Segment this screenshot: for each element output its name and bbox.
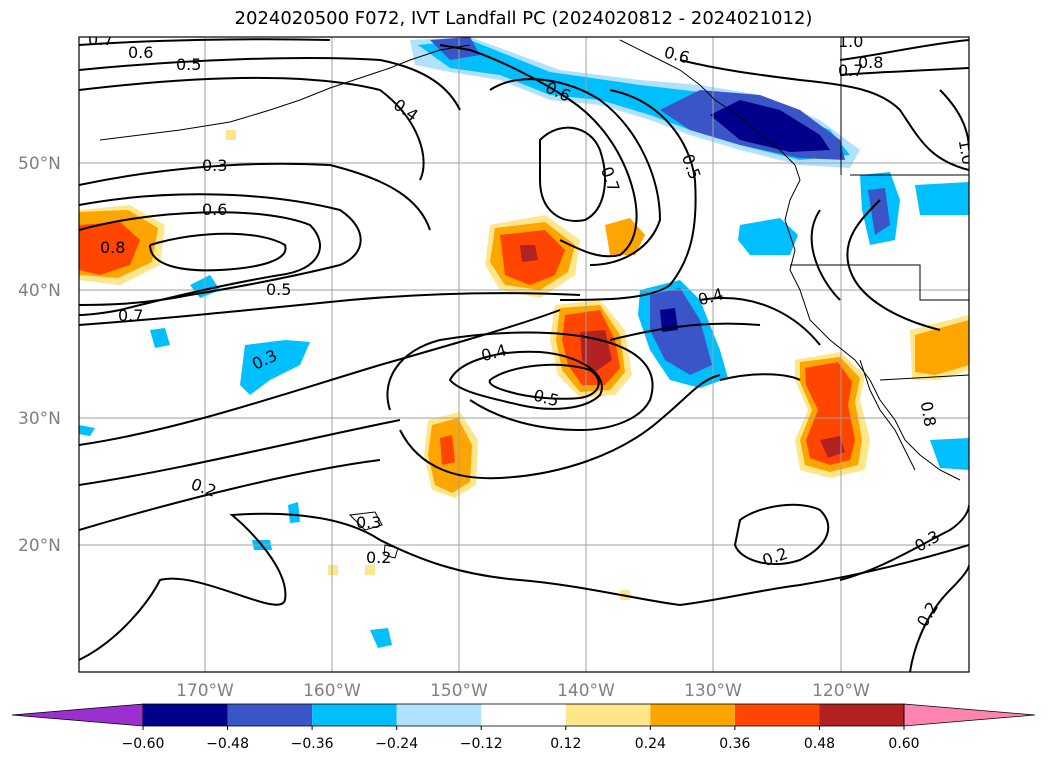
- lon-label: 130°W: [684, 681, 742, 701]
- colorbar: −0.60 −0.48 −0.36 −0.24 −0.12 0.12 0.24 0.36 0.4…: [11, 703, 1036, 752]
- colorbar-tick-label: −0.36: [291, 736, 334, 752]
- colorbar-tick-label: 0.36: [719, 736, 750, 752]
- colorbar-frame: [142, 703, 905, 727]
- colorbar-tick-label: 0.24: [635, 736, 666, 752]
- lon-label: 120°W: [812, 681, 870, 701]
- colorbar-segment: [396, 704, 482, 726]
- contour-label: 0.8: [858, 53, 883, 72]
- colorbar-tick-label: 0.12: [550, 736, 581, 752]
- contour-label: 0.6: [202, 200, 227, 219]
- contour-label: 1.0: [838, 32, 863, 51]
- pc-contours: [79, 38, 969, 672]
- lat-label: 40°N: [18, 281, 61, 301]
- colorbar-segment: [650, 704, 735, 726]
- contour-label: 0.3: [202, 156, 227, 175]
- contour-label: 0.5: [266, 280, 291, 299]
- colorbar-segment: [565, 704, 651, 726]
- lat-label: 50°N: [18, 154, 61, 174]
- graticule: [79, 37, 969, 672]
- lat-label: 20°N: [18, 536, 61, 556]
- colorbar-extend-min: [11, 703, 144, 727]
- lon-label: 140°W: [557, 681, 615, 701]
- coastlines: [99, 37, 969, 559]
- map-frame: [78, 36, 970, 673]
- contour-label: 0.8: [100, 238, 125, 257]
- map-title: 2024020500 F072, IVT Landfall PC (202402…: [234, 8, 813, 29]
- contour-label: 0.8: [917, 400, 940, 428]
- colorbar-tick-label: −0.24: [375, 736, 418, 752]
- contour-label: 0.2: [366, 548, 391, 567]
- colorbar-tick-label: −0.60: [122, 736, 165, 752]
- contour-label: 0.7: [118, 306, 143, 325]
- colorbar-segment: [819, 704, 904, 726]
- colorbar-segment: [312, 704, 397, 726]
- contour-label: 0.7: [88, 30, 113, 49]
- lon-label: 170°W: [176, 681, 234, 701]
- contour-label: 0.5: [176, 55, 201, 74]
- lon-label: 160°W: [303, 681, 361, 701]
- longitude-labels: 170°W 160°W 150°W 140°W 130°W 120°W: [176, 681, 870, 701]
- colorbar-tick-label: 0.60: [888, 736, 919, 752]
- lat-label: 30°N: [18, 409, 61, 429]
- colorbar-segment: [734, 704, 820, 726]
- colorbar-segment: [143, 704, 228, 726]
- colorbar-extend-max: [903, 703, 1036, 727]
- map-area: 0.7 0.6 0.5 0.4 0.3 0.6 0.8 0.5 0.7 0.3 …: [79, 30, 978, 672]
- contour-label: 1.0: [955, 138, 978, 166]
- lon-label: 150°W: [430, 681, 488, 701]
- contour-label: 0.3: [356, 513, 381, 532]
- contour-labels: 0.7 0.6 0.5 0.4 0.3 0.6 0.8 0.5 0.7 0.3 …: [88, 30, 978, 630]
- colorbar-tick-label: −0.48: [206, 736, 249, 752]
- colorbar-tick-label: 0.48: [804, 736, 835, 752]
- contour-label: 0.7: [838, 61, 863, 80]
- colorbar-segment: [227, 704, 313, 726]
- colorbar-segment: [481, 704, 566, 726]
- latitude-labels: 50°N 40°N 30°N 20°N: [18, 154, 61, 556]
- contour-label: 0.6: [128, 43, 153, 62]
- colorbar-tick-label: −0.12: [460, 736, 503, 752]
